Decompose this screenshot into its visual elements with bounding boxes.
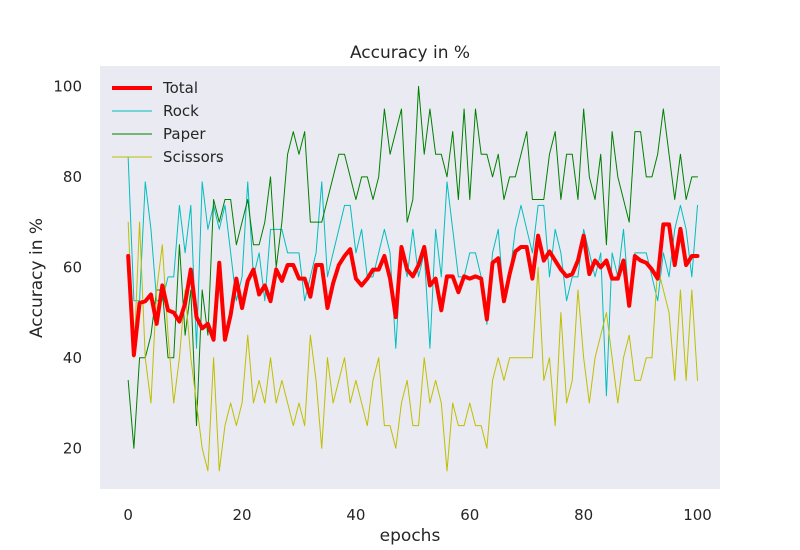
x-tick-label: 60 [460, 506, 479, 524]
x-axis-label: epochs [380, 526, 441, 546]
series-line-paper [127, 85, 699, 449]
series-line-scissors [127, 221, 699, 472]
legend-label-paper: Paper [163, 125, 206, 143]
series-line-rock [127, 157, 699, 397]
y-tick-label: 80 [63, 168, 82, 186]
legend-label-scissors: Scissors [163, 148, 224, 166]
x-tick-label: 20 [233, 506, 252, 524]
x-tick-label: 80 [574, 506, 593, 524]
legend: Total Rock Paper Scissors [112, 79, 224, 166]
y-tick-label: 100 [53, 77, 82, 95]
y-axis-label: Accuracy in % [27, 218, 47, 338]
series-lines [126, 85, 700, 472]
y-tick-labels: 20 40 60 80 100 [53, 77, 82, 457]
x-tick-label: 100 [683, 506, 712, 524]
x-tick-label: 40 [346, 506, 365, 524]
y-tick-label: 20 [63, 439, 82, 457]
legend-label-total: Total [162, 79, 198, 97]
series-line-total [126, 222, 700, 358]
x-tick-labels: 0 20 40 60 80 100 [123, 506, 711, 524]
chart-title: Accuracy in % [350, 43, 470, 63]
y-tick-label: 40 [63, 349, 82, 367]
y-tick-label: 60 [63, 258, 82, 276]
x-tick-label: 0 [123, 506, 133, 524]
legend-label-rock: Rock [163, 102, 199, 120]
